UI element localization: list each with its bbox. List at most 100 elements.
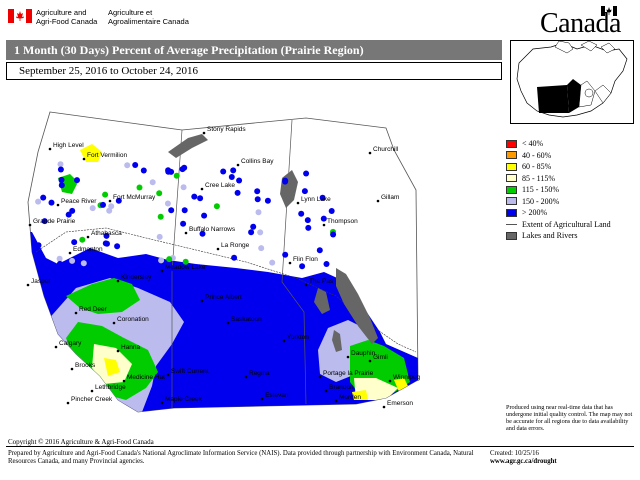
place-marker [260,397,264,401]
station-dot [149,179,156,186]
station-dot [164,200,171,207]
station-dot [228,174,235,180]
legend-color-swatch [506,151,517,160]
legend-label: < 40% [522,139,544,149]
place-label: Winnipeg [393,374,420,381]
place-marker [28,223,32,227]
station-dot [298,210,305,217]
place-marker [382,405,386,409]
legend-item: Lakes and Rivers [506,230,634,242]
station-dot [56,255,63,262]
station-dot [191,193,198,200]
legend-label: 150 - 200% [522,196,560,206]
place-marker [160,401,164,405]
station-dot [35,198,42,205]
place-label: Maple Creek [165,396,203,403]
station-dot [102,191,109,198]
place-marker [56,203,60,207]
station-dot [108,203,115,210]
station-dot [255,209,262,216]
station-dot [69,257,76,264]
legend-color-swatch [506,231,517,240]
place-label: Red Deer [79,306,108,313]
station-dot [57,166,64,173]
place-marker [324,389,328,393]
place-marker [184,231,188,235]
station-dot [79,236,86,243]
station-dot [165,167,172,174]
station-dot [323,261,330,267]
region-115-150-alberta [66,278,140,314]
map-title: 1 Month (30 Days) Percent of Average Pre… [6,40,502,60]
legend-item: Extent of Agricultural Land [506,219,634,231]
lake-winnipeg [336,268,378,344]
station-dot [236,177,243,184]
place-marker [368,359,372,363]
legend-color-swatch [506,139,517,148]
legend-item: 40 - 60% [506,150,634,162]
place-marker [90,389,94,393]
locator-map [510,40,634,124]
place-label: Fort Vermilion [87,152,127,159]
station-dot [35,242,42,249]
lake-athabasca [168,134,208,158]
station-dot [106,207,113,214]
station-dot [65,211,72,218]
place-label: Thompson [327,218,358,225]
place-label: Collins Bay [241,158,274,165]
prepared-by-note: Prepared by Agriculture and Agri-Food Ca… [8,450,474,465]
place-label: The Pas [309,278,334,285]
station-dot [89,205,96,212]
station-dot [136,184,143,191]
place-marker [200,187,204,191]
place-marker [322,223,326,227]
legend-item: 150 - 200% [506,196,634,208]
legend-item: > 200% [506,207,634,219]
place-marker [376,199,380,203]
station-dot [157,213,164,220]
region-60-85-high-level [80,144,102,162]
place-label: Edmonton [73,246,103,253]
place-label: Emerson [387,400,413,407]
station-dot [258,245,265,252]
station-dot [158,257,165,264]
region-60-85-morden [352,390,368,400]
station-dot [114,243,121,250]
place-marker [318,375,322,379]
place-marker [48,147,52,151]
website-link[interactable]: www.agr.gc.ca/drought [490,458,557,465]
place-label: Lynn Lake [301,196,331,203]
legend-item: < 40% [506,138,634,150]
station-dot [58,182,65,189]
station-dot [166,256,173,263]
place-marker [54,345,58,349]
station-dot [180,220,187,227]
agricultural-extent-line [35,227,417,353]
place-marker [74,311,78,315]
place-label: Buffalo Narrows [189,226,236,233]
place-marker [116,349,120,353]
place-marker [86,235,90,239]
lake-winnipegosis [314,288,330,314]
department-name-en: Agriculture and Agri-Food Canada [36,8,98,26]
place-label: High Level [53,142,84,149]
place-label: Portage la Prairie [323,370,374,377]
legend-label: 85 - 115% [522,173,556,183]
wordmark-flag-icon [601,6,617,16]
station-dot [173,172,180,179]
station-dot [305,224,312,231]
station-dot [48,199,55,206]
place-label: Jasper [31,278,51,285]
station-dot [168,207,175,214]
place-label: Morden [339,394,361,401]
place-label: Saskatoon [231,316,262,323]
station-dot [231,254,238,261]
legend-item: 60 - 85% [506,161,634,173]
place-label: Pincher Creek [71,396,113,403]
legend-color-swatch [506,162,517,171]
station-dot [182,258,189,265]
place-label: Cree Lake [205,182,235,189]
station-dot [201,212,208,219]
department-name-fr: Agriculture et Agroalimentaire Canada [108,8,189,26]
station-dot [80,260,87,267]
